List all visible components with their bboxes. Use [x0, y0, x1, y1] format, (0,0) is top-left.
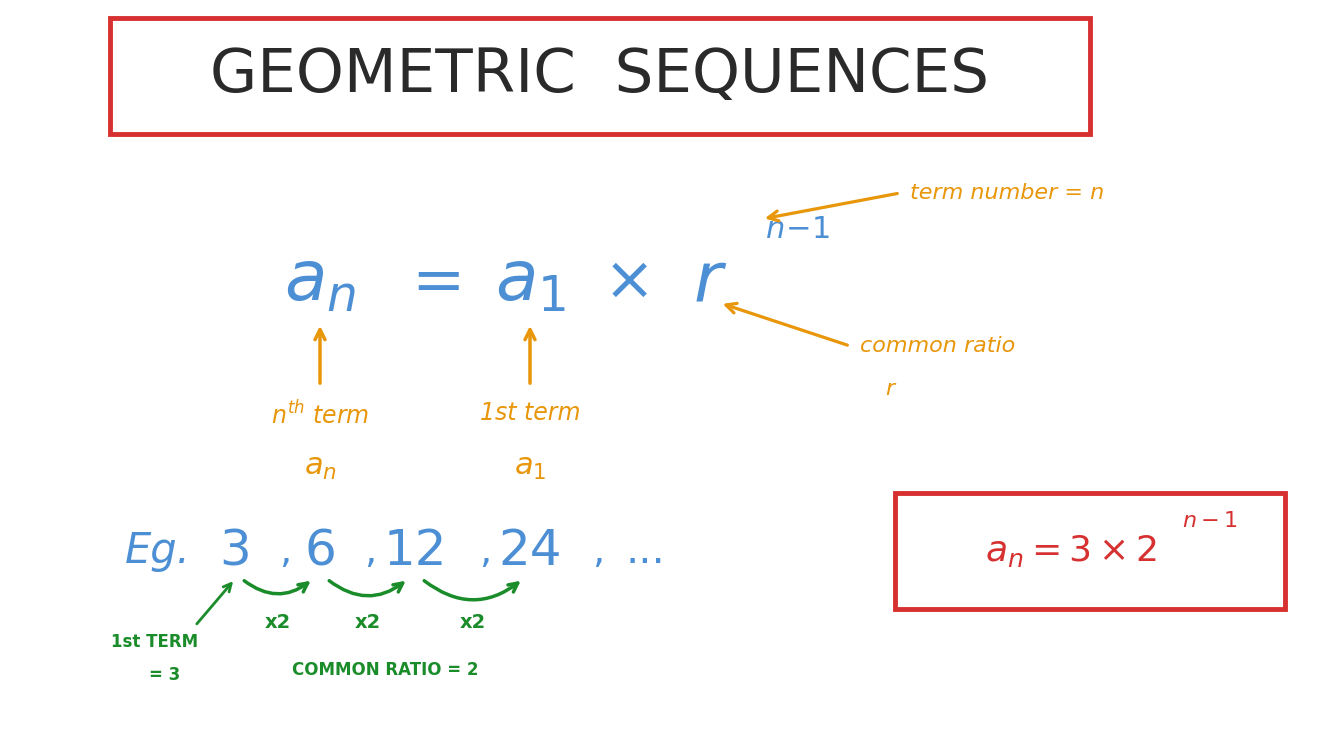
Text: $a_n = 3\times2$: $a_n = 3\times2$ — [985, 533, 1157, 569]
Text: $=$: $=$ — [399, 250, 461, 312]
Text: $n^{th}$ term: $n^{th}$ term — [271, 401, 370, 429]
Text: 3: 3 — [219, 527, 251, 575]
Text: $\times$: $\times$ — [602, 252, 648, 311]
Text: $a_n$: $a_n$ — [304, 453, 336, 482]
Text: x2: x2 — [355, 614, 380, 633]
Text: GEOMETRIC  SEQUENCES: GEOMETRIC SEQUENCES — [211, 47, 989, 106]
Text: $n-1$: $n-1$ — [1181, 511, 1238, 531]
Text: ,: , — [591, 532, 603, 570]
Text: $r$: $r$ — [694, 247, 727, 314]
Text: $a_1$: $a_1$ — [513, 453, 546, 482]
Text: ,: , — [478, 532, 491, 570]
Text: $n\!-\!1$: $n\!-\!1$ — [765, 215, 831, 243]
Text: 1st term: 1st term — [480, 401, 581, 425]
FancyBboxPatch shape — [895, 494, 1285, 609]
Text: $a_1$: $a_1$ — [495, 247, 566, 314]
Text: ,: , — [364, 532, 376, 570]
Text: $a_n$: $a_n$ — [284, 247, 356, 314]
Text: r: r — [884, 379, 894, 399]
Text: 12: 12 — [383, 527, 446, 575]
Text: term number = n: term number = n — [910, 183, 1105, 203]
Text: x2: x2 — [265, 614, 290, 633]
Text: ...: ... — [625, 530, 665, 572]
Text: x2: x2 — [460, 614, 485, 633]
Text: 6: 6 — [304, 527, 336, 575]
Text: = 3: = 3 — [149, 666, 180, 684]
Text: ,: , — [278, 532, 292, 570]
Text: common ratio: common ratio — [860, 336, 1015, 356]
Text: Eg.: Eg. — [125, 530, 191, 572]
FancyBboxPatch shape — [110, 18, 1090, 134]
Text: COMMON RATIO = 2: COMMON RATIO = 2 — [292, 661, 478, 679]
Text: 1st TERM: 1st TERM — [112, 633, 199, 651]
Text: 24: 24 — [499, 527, 562, 575]
